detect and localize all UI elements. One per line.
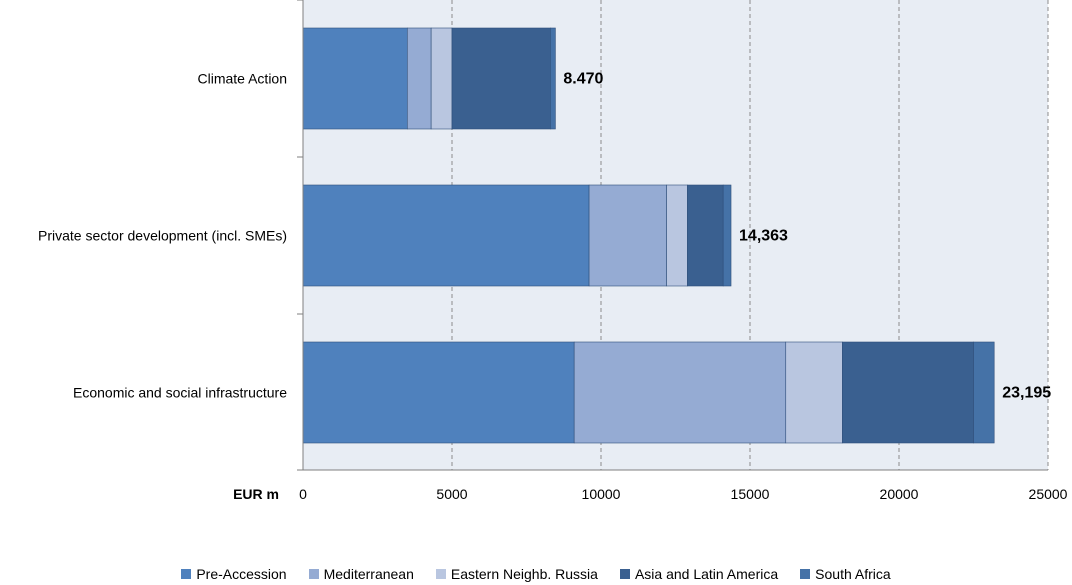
legend-item: Pre-Accession [181,564,287,584]
legend-label: Eastern Neighb. Russia [450,566,598,582]
legend-item: Mediterranean [308,564,414,584]
category-label: Economic and social infrastructure [73,385,287,401]
legend-label: Mediterranean [323,566,414,582]
bar-segment [430,27,453,130]
bar-segment [842,341,974,444]
total-data-label: 14,363 [739,228,788,245]
legend-swatch [619,569,630,579]
bar-segment [302,341,575,444]
x-tick-label: 10000 [582,486,621,502]
x-tick-label: 5000 [436,486,467,502]
bar-segment [302,27,408,130]
bar-segment [451,27,551,130]
stacked-bar-chart: Climate Action 8.470 Private sector develo… [38,0,1068,503]
bar-segment [785,341,843,444]
legend-swatch [435,569,446,579]
total-data-label: 23,195 [1002,385,1051,402]
legend: Pre-Accession Mediterranean Eastern Neighb… [0,564,1072,584]
x-axis-unit-label: EUR m [233,486,279,502]
bar-segment [406,27,432,130]
category-label: Private sector development (incl. SMEs) [38,228,287,244]
category-label: Climate Action [198,71,287,87]
bar-segment [550,27,556,130]
bars [302,27,995,444]
bar-segment [687,184,724,287]
legend-item: South Africa [800,564,891,584]
legend-swatch [800,569,811,579]
legend-swatch [181,569,192,579]
legend-label: South Africa [815,566,891,582]
labels: Climate Action 8.470 Private sector develo… [38,71,1068,503]
legend-label: Asia and Latin America [634,566,779,582]
bar-segment [573,341,787,444]
legend-item: Asia and Latin America [619,564,779,584]
axes [297,0,1048,471]
legend-label: Pre-Accession [196,566,287,582]
bar-segment [588,184,667,287]
legend-item: Eastern Neighb. Russia [435,564,598,584]
bar-segment [302,184,590,287]
bar-segment [666,184,688,287]
legend-swatch [308,569,319,579]
bar-segment [722,184,732,287]
x-tick-label: 15000 [731,486,770,502]
total-data-label: 8.470 [563,71,603,88]
bar-segment [973,341,995,444]
x-tick-label: 20000 [880,486,919,502]
x-tick-label: 0 [299,486,307,502]
x-tick-label: 25000 [1029,486,1068,502]
